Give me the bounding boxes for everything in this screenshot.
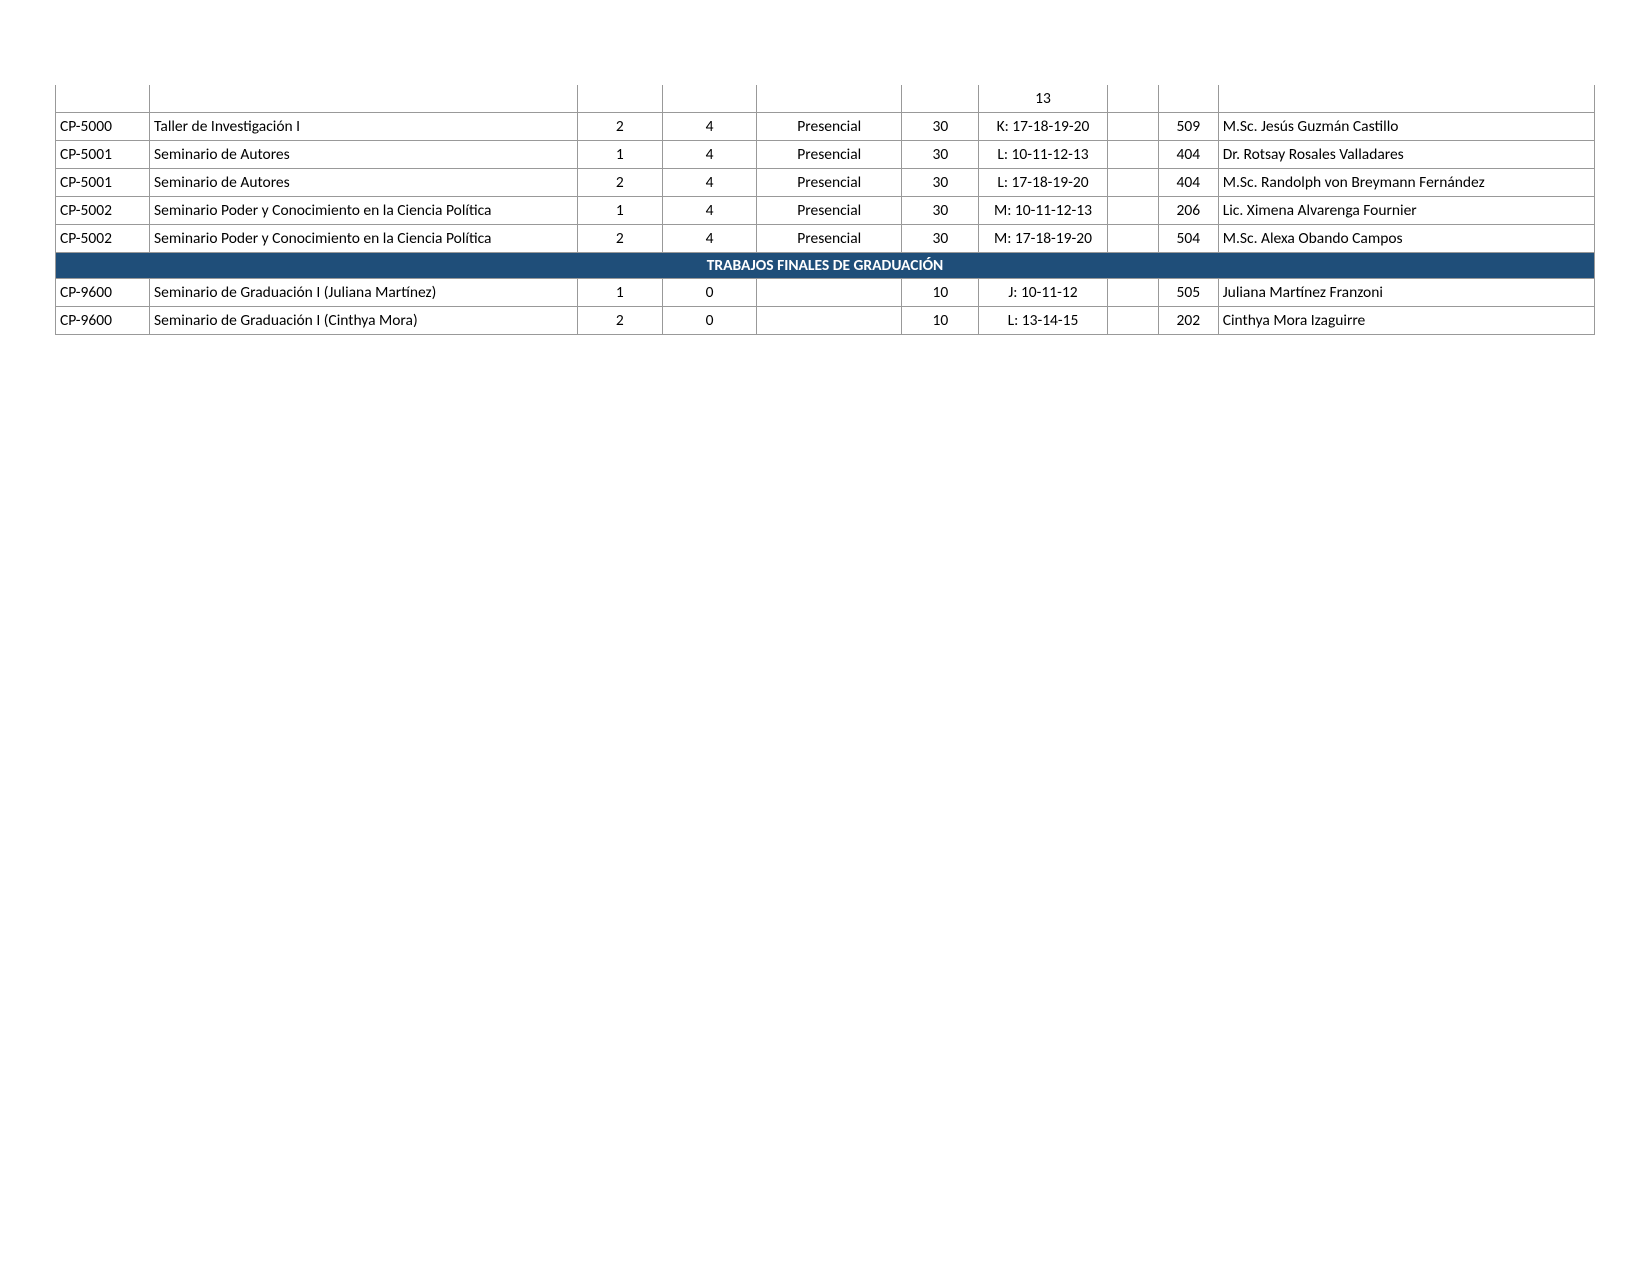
cell-code: CP-9600 [56,307,150,335]
cell-prof: M.Sc. Alexa Obando Campos [1218,225,1594,253]
cell-prof: M.Sc. Jesús Guzmán Castillo [1218,113,1594,141]
cell-credits: 4 [663,113,757,141]
cell-cap: 30 [902,141,979,169]
table-row-partial: 13 [56,85,1595,113]
cell-group: 1 [577,141,662,169]
cell-room: 404 [1158,169,1218,197]
cell-credits: 0 [663,307,757,335]
cell-prof: M.Sc. Randolph von Breymann Fernández [1218,169,1594,197]
cell-group: 2 [577,169,662,197]
cell-mode: Presencial [757,113,902,141]
cell-sched: 13 [979,85,1107,113]
table-row: CP-5001 Seminario de Autores 1 4 Presenc… [56,141,1595,169]
cell-empty [1107,169,1158,197]
cell-cap [902,85,979,113]
cell-code: CP-5000 [56,113,150,141]
cell-prof: Cinthya Mora Izaguirre [1218,307,1594,335]
cell-mode: Presencial [757,197,902,225]
cell-credits [663,85,757,113]
cell-code [56,85,150,113]
cell-code: CP-5001 [56,169,150,197]
cell-empty [1107,279,1158,307]
table-body: 13 CP-5000 Taller de Investigación I 2 4… [56,85,1595,335]
cell-cap: 10 [902,307,979,335]
table-row: CP-5002 Seminario Poder y Conocimiento e… [56,197,1595,225]
cell-mode [757,279,902,307]
cell-group: 2 [577,307,662,335]
cell-prof: Dr. Rotsay Rosales Valladares [1218,141,1594,169]
section-header-cell: TRABAJOS FINALES DE GRADUACIÓN [56,253,1595,279]
cell-sched: L: 17-18-19-20 [979,169,1107,197]
cell-credits: 4 [663,169,757,197]
cell-name: Seminario de Graduación I (Juliana Martí… [150,279,578,307]
cell-group: 2 [577,113,662,141]
cell-empty [1107,225,1158,253]
cell-cap: 30 [902,113,979,141]
course-table: 13 CP-5000 Taller de Investigación I 2 4… [55,85,1595,335]
cell-sched: J: 10-11-12 [979,279,1107,307]
cell-cap: 30 [902,169,979,197]
cell-code: CP-5002 [56,225,150,253]
cell-name: Seminario de Autores [150,169,578,197]
cell-credits: 4 [663,197,757,225]
cell-code: CP-5001 [56,141,150,169]
cell-prof: Lic. Ximena Alvarenga Fournier [1218,197,1594,225]
cell-room: 509 [1158,113,1218,141]
cell-name: Taller de Investigación I [150,113,578,141]
cell-sched: K: 17-18-19-20 [979,113,1107,141]
cell-empty [1107,141,1158,169]
cell-room: 404 [1158,141,1218,169]
cell-name [150,85,578,113]
cell-cap: 30 [902,197,979,225]
cell-room: 206 [1158,197,1218,225]
cell-name: Seminario de Graduación I (Cinthya Mora) [150,307,578,335]
cell-room: 504 [1158,225,1218,253]
cell-group: 1 [577,279,662,307]
cell-empty [1107,197,1158,225]
table-row: CP-9600 Seminario de Graduación I (Julia… [56,279,1595,307]
cell-empty [1107,307,1158,335]
cell-mode: Presencial [757,141,902,169]
cell-prof [1218,85,1594,113]
cell-group: 2 [577,225,662,253]
cell-cap: 30 [902,225,979,253]
cell-name: Seminario de Autores [150,141,578,169]
cell-name: Seminario Poder y Conocimiento en la Cie… [150,197,578,225]
cell-credits: 4 [663,225,757,253]
cell-prof: Juliana Martínez Franzoni [1218,279,1594,307]
cell-code: CP-5002 [56,197,150,225]
cell-credits: 4 [663,141,757,169]
cell-empty [1107,113,1158,141]
cell-sched: M: 17-18-19-20 [979,225,1107,253]
cell-sched: M: 10-11-12-13 [979,197,1107,225]
cell-mode [757,85,902,113]
cell-sched: L: 10-11-12-13 [979,141,1107,169]
cell-empty [1107,85,1158,113]
cell-name: Seminario Poder y Conocimiento en la Cie… [150,225,578,253]
cell-room: 202 [1158,307,1218,335]
cell-cap: 10 [902,279,979,307]
table-row: CP-5000 Taller de Investigación I 2 4 Pr… [56,113,1595,141]
cell-group [577,85,662,113]
cell-credits: 0 [663,279,757,307]
cell-mode: Presencial [757,169,902,197]
cell-mode [757,307,902,335]
cell-room: 505 [1158,279,1218,307]
table-row: CP-5001 Seminario de Autores 2 4 Presenc… [56,169,1595,197]
section-header-row: TRABAJOS FINALES DE GRADUACIÓN [56,253,1595,279]
cell-group: 1 [577,197,662,225]
cell-mode: Presencial [757,225,902,253]
table-row: CP-9600 Seminario de Graduación I (Cinth… [56,307,1595,335]
cell-room [1158,85,1218,113]
cell-sched: L: 13-14-15 [979,307,1107,335]
cell-code: CP-9600 [56,279,150,307]
table-row: CP-5002 Seminario Poder y Conocimiento e… [56,225,1595,253]
